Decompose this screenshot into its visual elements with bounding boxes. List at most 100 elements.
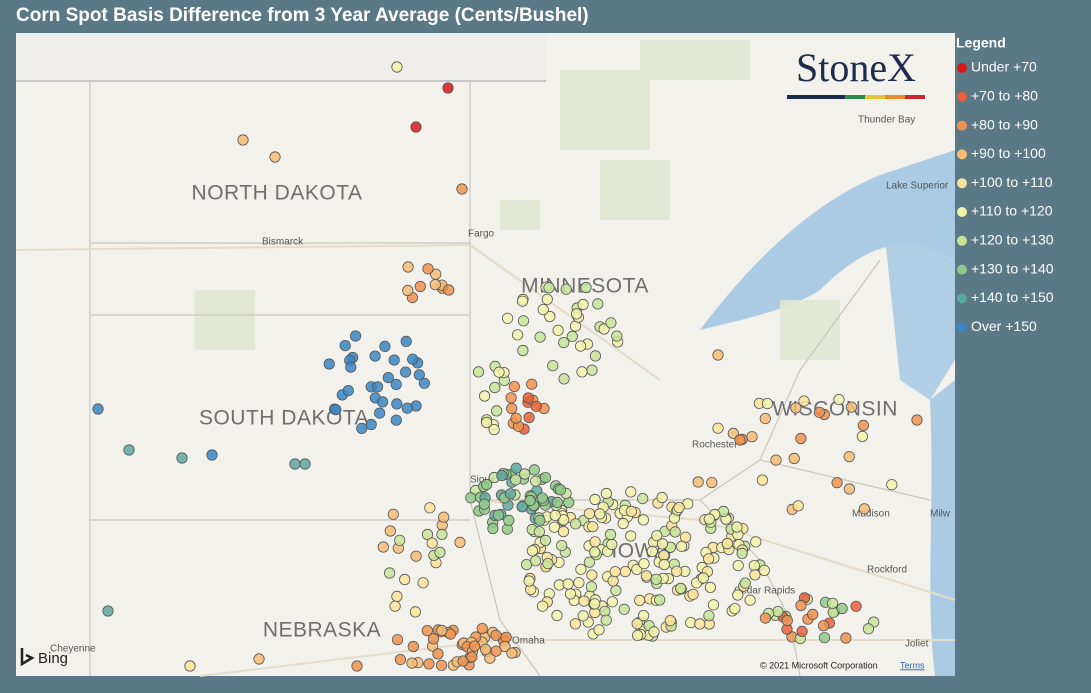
site-marker[interactable] xyxy=(510,462,522,474)
site-marker[interactable] xyxy=(410,550,422,562)
site-marker[interactable] xyxy=(558,336,570,349)
legend-label[interactable]: +110 to +120 xyxy=(971,203,1053,219)
site-marker[interactable] xyxy=(492,509,505,521)
site-marker[interactable] xyxy=(356,422,368,434)
site-marker[interactable] xyxy=(856,430,869,442)
site-marker[interactable] xyxy=(376,396,389,408)
site-marker[interactable] xyxy=(542,557,554,570)
site-marker[interactable] xyxy=(548,521,561,533)
site-marker[interactable] xyxy=(592,298,604,310)
site-marker[interactable] xyxy=(506,402,518,415)
site-marker[interactable] xyxy=(556,539,568,552)
legend-label[interactable]: Over +150 xyxy=(971,318,1037,334)
site-marker[interactable] xyxy=(818,632,831,644)
site-marker[interactable] xyxy=(391,634,404,646)
site-marker[interactable] xyxy=(517,344,529,357)
site-marker[interactable] xyxy=(600,614,612,626)
site-marker[interactable] xyxy=(417,577,429,589)
site-marker[interactable] xyxy=(551,609,563,622)
site-marker[interactable] xyxy=(443,284,455,296)
site-marker[interactable] xyxy=(727,427,739,439)
site-marker[interactable] xyxy=(391,61,403,73)
site-marker[interactable] xyxy=(712,349,724,361)
site-marker[interactable] xyxy=(721,537,734,550)
site-marker[interactable] xyxy=(703,513,715,525)
site-marker[interactable] xyxy=(487,522,499,535)
site-marker[interactable] xyxy=(536,600,549,612)
site-marker[interactable] xyxy=(554,484,567,496)
site-marker[interactable] xyxy=(269,151,281,163)
site-marker[interactable] xyxy=(434,546,446,559)
site-marker[interactable] xyxy=(604,528,617,541)
site-marker[interactable] xyxy=(589,350,602,362)
site-marker[interactable] xyxy=(704,581,717,594)
legend-label[interactable]: +100 to +110 xyxy=(971,174,1053,190)
site-marker[interactable] xyxy=(365,418,377,431)
site-marker[interactable] xyxy=(746,431,758,443)
site-marker[interactable] xyxy=(574,340,587,352)
site-marker[interactable] xyxy=(589,546,601,558)
site-marker[interactable] xyxy=(501,312,514,324)
site-marker[interactable] xyxy=(490,405,503,417)
site-marker[interactable] xyxy=(388,354,400,366)
site-marker[interactable] xyxy=(456,183,468,195)
site-marker[interactable] xyxy=(850,600,862,612)
site-marker[interactable] xyxy=(508,380,520,393)
site-marker[interactable] xyxy=(374,407,386,419)
site-marker[interactable] xyxy=(758,564,770,577)
site-marker[interactable] xyxy=(384,525,396,537)
site-marker[interactable] xyxy=(409,606,421,618)
site-marker[interactable] xyxy=(237,134,249,146)
site-marker[interactable] xyxy=(831,477,843,489)
site-marker[interactable] xyxy=(573,577,585,589)
site-marker[interactable] xyxy=(523,411,535,424)
site-marker[interactable] xyxy=(551,496,563,508)
terms-link[interactable]: Terms xyxy=(900,660,925,670)
site-marker[interactable] xyxy=(634,594,646,607)
site-marker[interactable] xyxy=(706,476,718,489)
site-marker[interactable] xyxy=(499,640,511,653)
site-marker[interactable] xyxy=(618,603,630,615)
site-marker[interactable] xyxy=(530,400,542,412)
site-marker[interactable] xyxy=(479,643,492,655)
site-marker[interactable] xyxy=(184,660,196,672)
site-marker[interactable] xyxy=(465,492,477,504)
site-marker[interactable] xyxy=(402,261,414,273)
site-marker[interactable] xyxy=(836,602,848,615)
site-marker[interactable] xyxy=(394,653,406,666)
site-marker[interactable] xyxy=(673,501,685,514)
site-marker[interactable] xyxy=(454,536,466,549)
site-marker[interactable] xyxy=(539,534,552,547)
site-marker[interactable] xyxy=(736,547,748,560)
site-marker[interactable] xyxy=(664,614,676,627)
site-marker[interactable] xyxy=(857,419,870,431)
site-marker[interactable] xyxy=(611,330,623,342)
site-marker[interactable] xyxy=(637,609,650,622)
site-marker[interactable] xyxy=(390,378,402,390)
site-marker[interactable] xyxy=(536,492,549,504)
site-marker[interactable] xyxy=(438,511,450,523)
site-marker[interactable] xyxy=(569,618,582,630)
site-marker[interactable] xyxy=(858,503,871,515)
site-marker[interactable] xyxy=(516,295,529,307)
site-marker[interactable] xyxy=(468,640,481,652)
site-marker[interactable] xyxy=(807,608,819,621)
site-marker[interactable] xyxy=(557,525,570,538)
site-marker[interactable] xyxy=(123,444,135,456)
site-marker[interactable] xyxy=(537,303,549,316)
site-marker[interactable] xyxy=(817,620,830,632)
site-marker[interactable] xyxy=(569,518,582,530)
site-marker[interactable] xyxy=(607,575,619,587)
site-marker[interactable] xyxy=(484,652,496,664)
site-marker[interactable] xyxy=(583,556,596,568)
site-marker[interactable] xyxy=(619,565,631,578)
legend-label[interactable]: +140 to +150 xyxy=(971,289,1054,305)
site-marker[interactable] xyxy=(761,397,774,410)
site-marker[interactable] xyxy=(589,493,601,506)
site-marker[interactable] xyxy=(522,392,534,404)
site-marker[interactable] xyxy=(401,402,413,414)
legend-label[interactable]: +90 to +100 xyxy=(971,145,1046,161)
site-marker[interactable] xyxy=(526,545,539,557)
site-marker[interactable] xyxy=(493,366,505,378)
site-marker[interactable] xyxy=(702,553,715,565)
